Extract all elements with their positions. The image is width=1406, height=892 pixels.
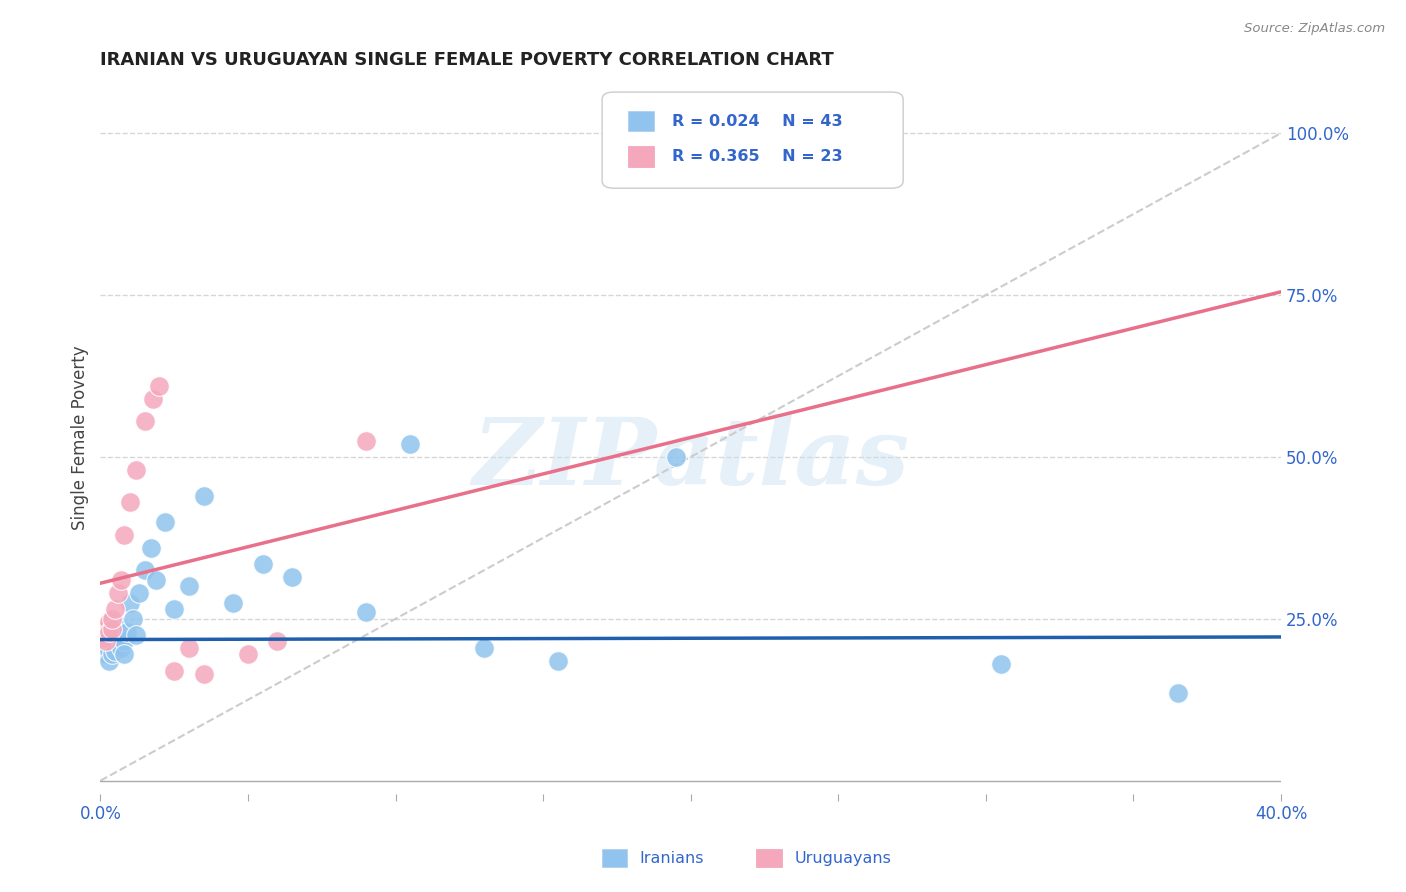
- Point: [145, 573, 167, 587]
- Point: [990, 657, 1012, 672]
- Text: IRANIAN VS URUGUAYAN SINGLE FEMALE POVERTY CORRELATION CHART: IRANIAN VS URUGUAYAN SINGLE FEMALE POVER…: [100, 51, 834, 69]
- Point: [118, 495, 141, 509]
- Point: [110, 632, 132, 646]
- Point: [107, 618, 129, 632]
- Text: Iranians: Iranians: [640, 851, 704, 865]
- Point: [112, 648, 135, 662]
- Point: [354, 434, 377, 448]
- Point: [134, 414, 156, 428]
- Point: [177, 640, 200, 655]
- Point: [266, 634, 288, 648]
- Point: [236, 648, 259, 662]
- Point: [125, 463, 148, 477]
- Point: [163, 602, 186, 616]
- Point: [222, 596, 245, 610]
- Point: [472, 640, 495, 655]
- Point: [134, 563, 156, 577]
- Point: [112, 634, 135, 648]
- Point: [98, 654, 121, 668]
- Text: ZIPatlas: ZIPatlas: [472, 414, 910, 504]
- Point: [96, 638, 118, 652]
- Point: [104, 644, 127, 658]
- Point: [193, 489, 215, 503]
- Point: [128, 586, 150, 600]
- Y-axis label: Single Female Poverty: Single Female Poverty: [72, 345, 89, 530]
- Point: [110, 640, 132, 655]
- Text: Uruguayans: Uruguayans: [794, 851, 891, 865]
- Point: [101, 638, 124, 652]
- Point: [125, 628, 148, 642]
- Point: [107, 586, 129, 600]
- Point: [665, 450, 688, 464]
- Point: [193, 666, 215, 681]
- FancyBboxPatch shape: [602, 92, 903, 188]
- Point: [101, 612, 124, 626]
- Point: [155, 515, 177, 529]
- Point: [96, 648, 118, 662]
- FancyBboxPatch shape: [628, 146, 654, 167]
- Point: [148, 378, 170, 392]
- Point: [112, 527, 135, 541]
- Point: [91, 628, 114, 642]
- Point: [118, 596, 141, 610]
- Point: [281, 570, 304, 584]
- Point: [98, 644, 121, 658]
- Point: [104, 624, 127, 639]
- FancyBboxPatch shape: [628, 111, 654, 131]
- Point: [91, 640, 114, 655]
- Point: [101, 648, 124, 662]
- Point: [96, 632, 118, 646]
- Point: [104, 634, 127, 648]
- Point: [110, 573, 132, 587]
- Point: [91, 628, 114, 642]
- Point: [101, 628, 124, 642]
- Point: [107, 628, 129, 642]
- Point: [547, 654, 569, 668]
- Point: [98, 624, 121, 639]
- Point: [142, 392, 165, 406]
- Point: [104, 602, 127, 616]
- Text: R = 0.365    N = 23: R = 0.365 N = 23: [672, 149, 842, 164]
- Point: [115, 624, 138, 639]
- Point: [91, 632, 114, 646]
- Point: [354, 605, 377, 619]
- Point: [252, 557, 274, 571]
- Point: [399, 437, 422, 451]
- Point: [177, 579, 200, 593]
- Text: Source: ZipAtlas.com: Source: ZipAtlas.com: [1244, 22, 1385, 36]
- Point: [101, 622, 124, 636]
- Point: [139, 541, 162, 555]
- Point: [96, 634, 118, 648]
- Point: [91, 634, 114, 648]
- Point: [98, 634, 121, 648]
- Point: [1167, 686, 1189, 700]
- Point: [163, 664, 186, 678]
- Text: R = 0.024    N = 43: R = 0.024 N = 43: [672, 114, 842, 128]
- Point: [121, 612, 143, 626]
- Point: [98, 615, 121, 629]
- Point: [96, 618, 118, 632]
